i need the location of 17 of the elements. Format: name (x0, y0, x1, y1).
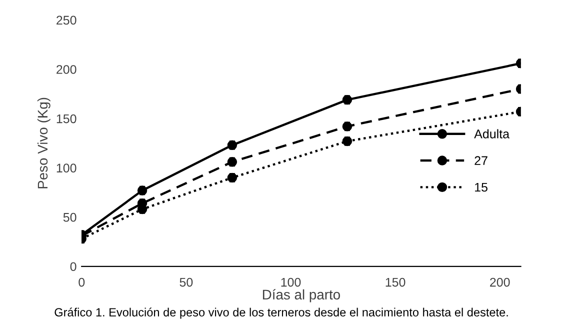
y-tick-label: 0 (70, 262, 76, 272)
text: Gráfico 1. Evolución de peso vivo de los terneros desde el nacimiento hasta el destete. (54, 308, 508, 319)
legend-label: 27 (474, 156, 488, 165)
y-axis-title: Peso Vivo (Kg) (37, 98, 50, 188)
legend-label: 15 (475, 182, 488, 192)
x-tick-label: 100 (281, 278, 301, 287)
x-tick-label: 50 (180, 278, 193, 287)
legend-label: Adulta (474, 129, 510, 138)
x-tick-label: 200 (490, 278, 510, 287)
y-tick-label: 200 (56, 65, 76, 74)
y-tick-label: 250 (56, 16, 76, 25)
y-tick-label: 150 (56, 114, 76, 124)
y-tick-label: 100 (56, 164, 76, 172)
y-tick-label: 50 (63, 212, 76, 222)
x-tick-label: 150 (386, 278, 406, 287)
x-tick-label: 0 (78, 278, 85, 287)
x-axis-title: Días al parto (262, 289, 340, 302)
